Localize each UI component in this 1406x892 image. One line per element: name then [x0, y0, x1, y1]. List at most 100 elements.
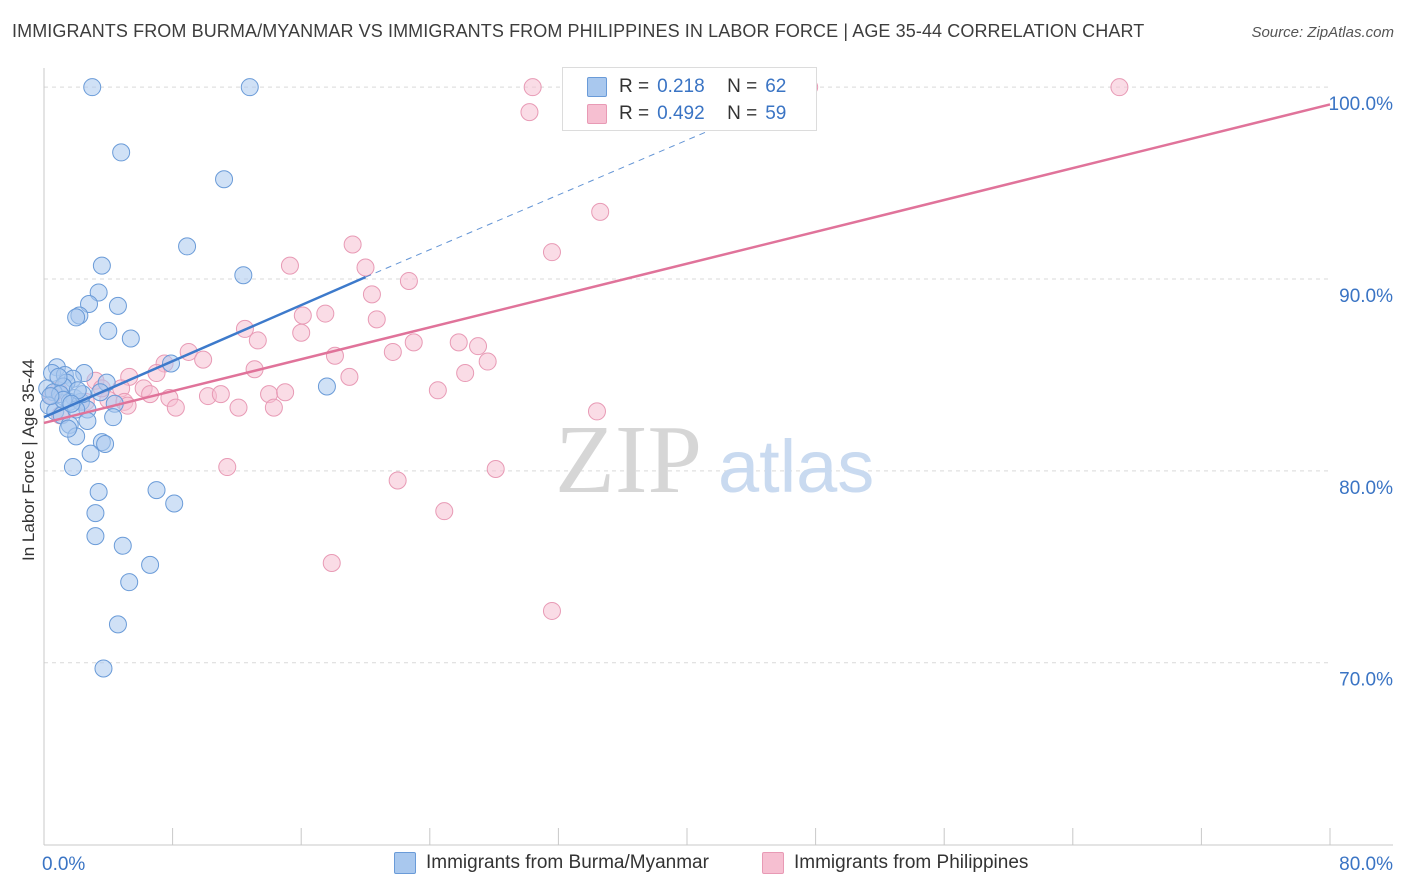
legend-n-label: N =	[727, 76, 758, 97]
bottom-legend-burma: Immigrants from Burma/Myanmar	[394, 852, 709, 874]
philippines-point	[1110, 78, 1129, 97]
burma-point	[94, 659, 113, 678]
philippines-point	[428, 381, 447, 400]
burma-point	[121, 329, 140, 348]
legend-r-value-philippines: 0.492	[657, 103, 705, 124]
burma-point	[86, 504, 105, 523]
philippines-point	[591, 202, 610, 221]
philippines-point	[362, 285, 381, 304]
philippines-point	[523, 78, 542, 97]
series-burma-points	[38, 78, 336, 678]
burma-trend-line	[43, 275, 366, 419]
philippines-point	[264, 398, 283, 417]
burma-point	[215, 170, 234, 189]
philippines-point	[388, 471, 407, 490]
x-tick-label: 0.0%	[42, 854, 85, 875]
burma-point	[78, 412, 97, 431]
y-tick-label: 90.0%	[1339, 286, 1393, 307]
philippines-point	[316, 304, 335, 323]
legend-n-value-philippines: 59	[765, 103, 787, 124]
legend-swatch-philippines	[587, 104, 607, 124]
philippines-point	[478, 352, 497, 371]
legend-row-burma: R = 0.218 N = 62	[587, 74, 786, 100]
burma-point	[59, 419, 78, 438]
legend-n-label: N =	[727, 103, 758, 124]
bottom-legend-swatch-philippines	[762, 852, 784, 874]
burma-point	[89, 283, 108, 302]
burma-point	[147, 481, 166, 500]
burma-point	[81, 444, 100, 463]
legend-n-value-burma: 62	[765, 76, 787, 97]
philippines-point	[276, 383, 295, 402]
burma-point	[67, 308, 86, 327]
burma-point	[108, 296, 127, 315]
philippines-trend-line	[43, 103, 1331, 425]
philippines-point	[280, 256, 299, 275]
burma-point	[234, 266, 253, 285]
x-tick-label: 80.0%	[1339, 854, 1393, 875]
philippines-point	[211, 385, 230, 404]
philippines-point	[340, 367, 359, 386]
philippines-point	[399, 271, 418, 290]
legend-row-philippines: R = 0.492 N = 59	[587, 101, 786, 127]
burma-point	[178, 237, 197, 256]
bottom-legend-philippines: Immigrants from Philippines	[762, 852, 1028, 874]
philippines-point	[486, 459, 505, 478]
chart-title: IMMIGRANTS FROM BURMA/MYANMAR VS IMMIGRA…	[12, 21, 1145, 41]
philippines-point	[587, 402, 606, 421]
philippines-point	[469, 337, 488, 356]
trend-lines	[43, 84, 1331, 425]
watermark-zip: ZIP	[555, 406, 702, 514]
philippines-point	[520, 103, 539, 122]
legend-r-label: R =	[619, 103, 650, 124]
philippines-point	[194, 350, 213, 369]
burma-point	[317, 377, 336, 396]
bottom-legend-swatch-burma	[394, 852, 416, 874]
burma-point	[99, 321, 118, 340]
y-axis-title: In Labor Force | Age 35-44	[19, 359, 38, 561]
burma-point	[80, 294, 99, 313]
watermark-atlas: atlas	[718, 425, 874, 508]
philippines-point	[356, 258, 375, 277]
legend-r-label: R =	[619, 76, 650, 97]
burma-point	[83, 78, 102, 97]
burma-point	[113, 536, 132, 555]
correlation-legend: R = 0.218 N = 62 R = 0.492 N = 59	[562, 67, 817, 131]
philippines-point	[218, 458, 237, 477]
axes-layer	[43, 68, 1393, 846]
y-tick-label: 100.0%	[1329, 94, 1394, 115]
philippines-point	[449, 333, 468, 352]
philippines-point	[542, 601, 561, 620]
burma-point	[112, 143, 131, 162]
philippines-point	[542, 243, 561, 262]
philippines-point	[229, 398, 248, 417]
burma-point	[240, 78, 259, 97]
philippines-point	[166, 398, 185, 417]
burma-point	[49, 367, 68, 386]
y-tick-label: 70.0%	[1339, 670, 1393, 691]
source-credit: Source: ZipAtlas.com	[1251, 24, 1394, 41]
philippines-point	[343, 235, 362, 254]
philippines-point	[404, 333, 423, 352]
philippines-point	[292, 323, 311, 342]
philippines-point	[293, 306, 312, 325]
philippines-point	[383, 342, 402, 361]
philippines-point	[248, 331, 267, 350]
burma-point	[92, 256, 111, 275]
burma-point	[89, 482, 108, 501]
burma-point	[141, 555, 160, 574]
burma-point	[165, 494, 184, 513]
series-philippines-points	[43, 78, 1129, 620]
philippines-point	[435, 502, 454, 521]
burma-point	[41, 387, 60, 406]
burma-point	[108, 615, 127, 634]
bottom-legend-label-burma: Immigrants from Burma/Myanmar	[426, 852, 709, 873]
bottom-legend-label-philippines: Immigrants from Philippines	[794, 852, 1029, 873]
burma-point	[86, 527, 105, 546]
legend-swatch-burma	[587, 77, 607, 97]
y-tick-label: 80.0%	[1339, 478, 1393, 499]
philippines-point	[322, 553, 341, 572]
philippines-point	[456, 364, 475, 383]
axis-labels: 70.0% 80.0% 90.0% 100.0% 0.0% 80.0%	[42, 94, 1393, 875]
